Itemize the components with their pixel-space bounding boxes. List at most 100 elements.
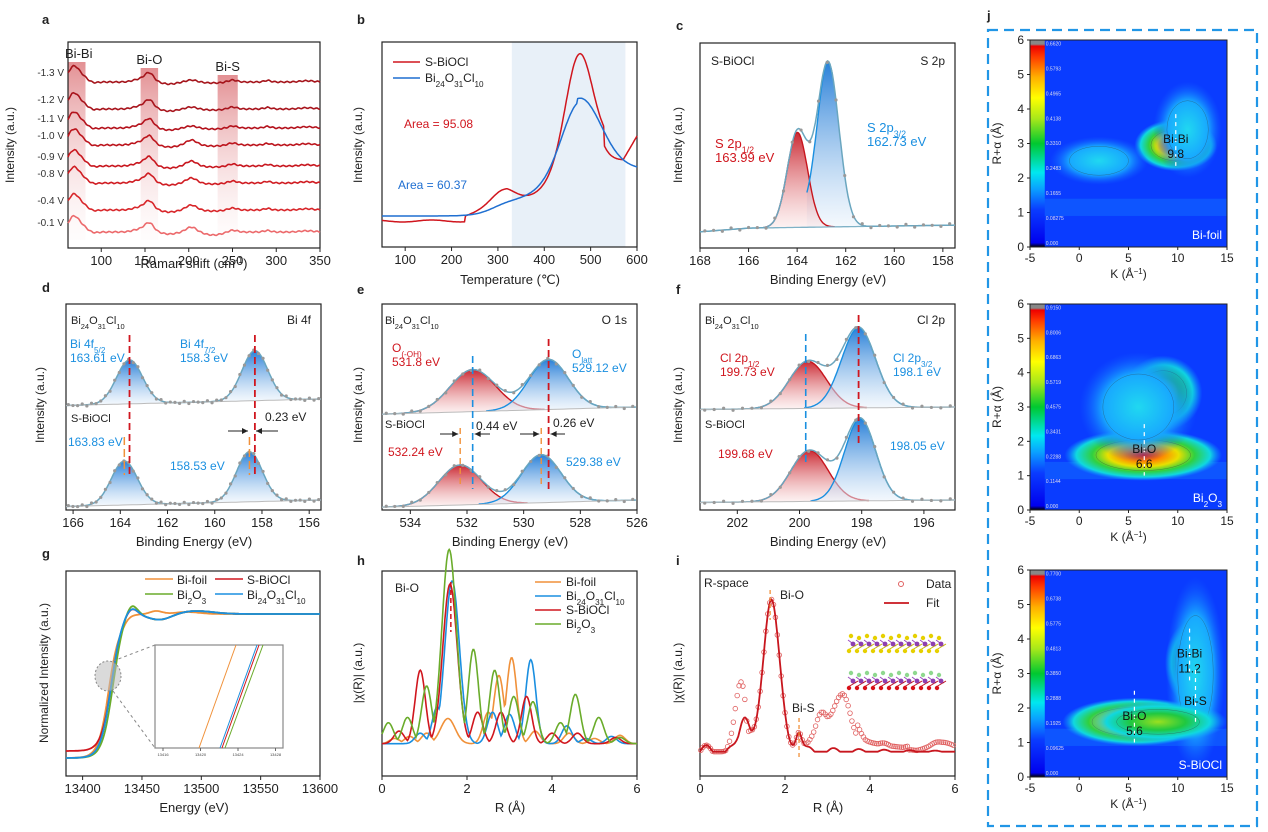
atom: [904, 635, 910, 641]
text-part: O: [572, 347, 581, 361]
text-part: Bi: [177, 588, 188, 602]
data-point: [461, 463, 465, 467]
text-part: Cl: [740, 315, 750, 327]
colorbar-tick-label: 0.2288: [1046, 454, 1062, 460]
data-point: [298, 498, 302, 502]
data-point: [168, 501, 172, 505]
peak-name: Bi 4f7/2: [180, 337, 216, 355]
x-tick-label: 156: [298, 515, 320, 530]
series-voltage-label: -1.0 V: [37, 131, 64, 142]
peak-k-value: 6.6: [1136, 457, 1153, 471]
atom: [862, 685, 868, 691]
fit-line: [699, 598, 956, 753]
atom: [848, 633, 854, 639]
heatmap-blob: [1089, 701, 1227, 743]
x-tick-label: 10: [1171, 781, 1185, 795]
panel-label: f: [676, 282, 681, 297]
x-tick-label: 534: [399, 515, 421, 530]
data-point: [224, 396, 228, 400]
data-point: [731, 501, 735, 505]
colorbar-tick-label: 0.1655: [1046, 191, 1062, 197]
text-part: 1/2: [748, 360, 760, 369]
heatmap-band: [1030, 198, 1227, 216]
colorbar-tick-label: 0.3850: [1046, 671, 1062, 677]
x-tick-label: 13450: [124, 781, 160, 796]
legend-marker: [898, 581, 904, 587]
peak-value-blue: 162.73 eV: [867, 134, 927, 149]
text-part: 24: [258, 597, 268, 606]
atom: [846, 648, 852, 654]
text-part: 3: [591, 626, 596, 635]
data-point: [910, 406, 915, 410]
data-point: [461, 372, 465, 376]
zoom-connector: [112, 690, 156, 749]
data-point: [580, 395, 584, 399]
x-tick-label: 600: [626, 252, 648, 267]
data-point: [825, 363, 830, 367]
text-part: 2: [1204, 500, 1209, 509]
atom: [906, 678, 912, 684]
data-marker: [849, 718, 855, 724]
x-tick-label: 10: [1171, 251, 1185, 265]
atom: [934, 685, 940, 691]
data-point: [131, 361, 135, 365]
atom: [870, 685, 876, 691]
atom: [896, 670, 902, 676]
data-point: [196, 501, 200, 505]
y-axis-label: Normalized Intensity (a.u.): [37, 603, 51, 743]
data-point: [755, 225, 759, 230]
text-part: Cl 2p: [893, 351, 921, 365]
data-point: [435, 397, 439, 402]
atom: [858, 678, 864, 684]
text-part: Cl 2p: [720, 351, 748, 365]
x-tick-label: 200: [441, 252, 463, 267]
data-point: [563, 370, 567, 375]
x-axis-label: K (Å−1): [1110, 529, 1146, 544]
data-marker: [872, 740, 878, 747]
data-point: [503, 389, 507, 393]
text-part: 24: [436, 80, 446, 89]
data-point: [588, 496, 592, 500]
x-tick-label: -5: [1025, 514, 1036, 528]
inset-line: [221, 644, 260, 749]
data-point: [873, 445, 877, 449]
panel-label: g: [42, 546, 50, 561]
text-part: 1/2: [742, 145, 754, 155]
plot-frame: [699, 42, 956, 249]
atom: [894, 648, 900, 654]
atom: [934, 648, 940, 654]
data-point: [75, 404, 80, 408]
data-point: [939, 499, 943, 503]
data-point: [187, 401, 191, 406]
data-point: [929, 405, 933, 410]
data-point: [512, 482, 516, 487]
data-marker: [726, 738, 733, 744]
panel-j: j 0.000 0.08275 0.1655 0.2483 0.3310 0.4138 0.4…: [986, 8, 1259, 828]
data-point: [807, 449, 811, 453]
raman-series-line: [67, 165, 321, 187]
data-point: [427, 404, 431, 408]
data-point: [759, 406, 763, 410]
text-part: 24: [395, 322, 403, 331]
data-point: [948, 497, 952, 501]
colorbar-tick-label: 0.6863: [1046, 355, 1062, 361]
data-marker: [853, 730, 859, 736]
data-point: [85, 404, 89, 408]
data-point: [712, 407, 716, 412]
atom: [894, 685, 900, 691]
data-point: [778, 485, 782, 489]
colorbar-tick-label: 0.1144: [1046, 479, 1061, 485]
data-marker: [941, 739, 947, 746]
plot-frame: [65, 303, 322, 511]
data-point: [410, 409, 414, 413]
data-point: [94, 401, 98, 406]
data-point: [293, 498, 298, 502]
data-point: [631, 497, 635, 501]
data-point: [418, 498, 422, 502]
colorbar-tick-label: 0.4138: [1046, 116, 1062, 122]
atom: [874, 678, 880, 684]
atom: [938, 641, 944, 647]
colorbar-tick-label: 0.7700: [1046, 571, 1062, 577]
